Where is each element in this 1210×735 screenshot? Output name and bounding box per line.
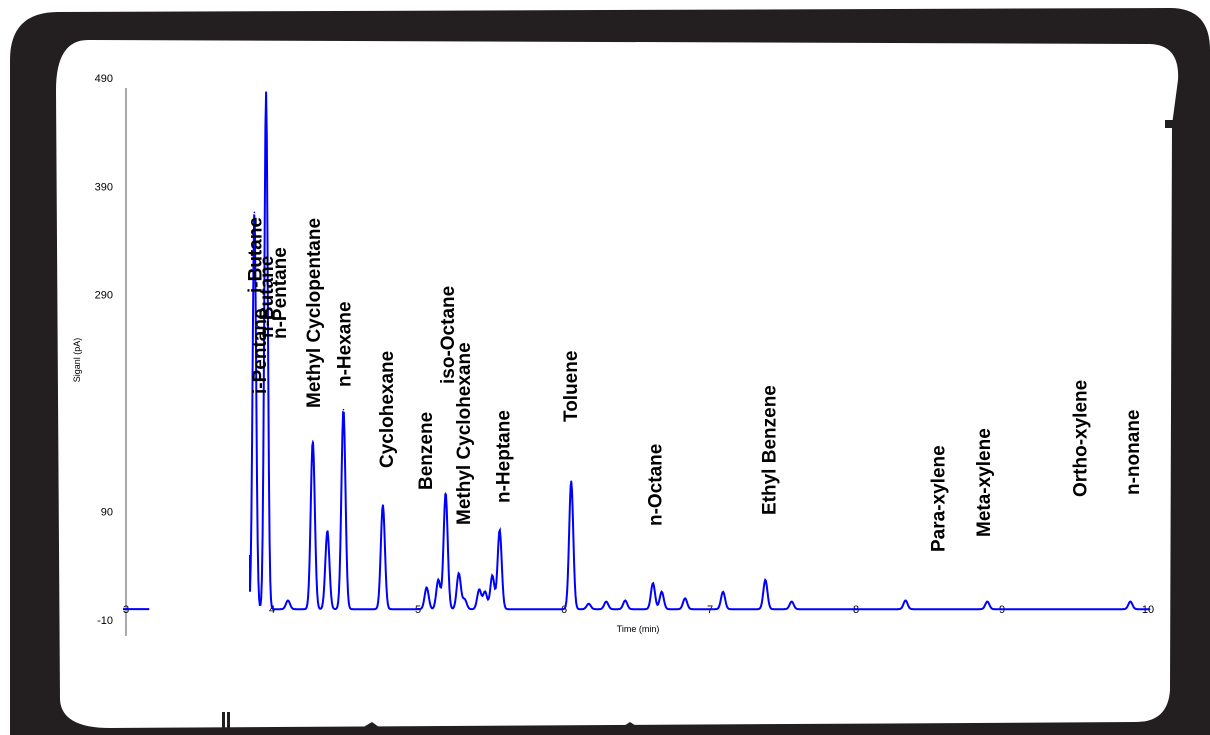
peak-label: Ethyl Benzene — [759, 385, 780, 515]
peak-point — [986, 600, 989, 603]
y-axis-title: Siganl (pA) — [72, 338, 82, 383]
peak-point — [326, 530, 329, 532]
peak-label: Meta-xylene — [974, 428, 995, 537]
peak-point — [904, 599, 907, 602]
series-trace — [123, 92, 1151, 611]
x-axis-title: Time (min) — [617, 624, 660, 634]
peak-point — [463, 598, 466, 601]
peak-label: iso-Octane — [438, 286, 459, 384]
peak-point — [1129, 600, 1132, 603]
peak-point — [491, 574, 494, 577]
x-tick-label: 6 — [561, 604, 567, 616]
x-tick-label: 4 — [269, 604, 275, 616]
peak-label: i-Pentane — [250, 308, 271, 394]
y-tick-group: 490 390 290 90 -10 — [95, 73, 113, 627]
peak-label: n-Heptane — [494, 410, 515, 503]
peak-point — [652, 582, 654, 584]
peak-point — [444, 492, 447, 494]
peak-point — [342, 408, 345, 411]
peak-point — [570, 480, 573, 483]
peak-label: Toluene — [561, 351, 582, 422]
peak-point — [382, 504, 384, 506]
peak-label: n-Butane — [257, 256, 278, 338]
peak-label: Cyclohexane — [377, 351, 398, 468]
peak-point — [764, 579, 767, 581]
peak-label: i-Butane — [245, 217, 266, 293]
peak-point — [478, 588, 481, 591]
panel-notch-right — [1165, 120, 1210, 128]
peak-point — [722, 591, 724, 593]
peak-label: Ortho-xylene — [1070, 380, 1091, 497]
peak-label: Benzene — [416, 412, 437, 490]
peak-point — [253, 211, 256, 214]
y-tick-label: 390 — [95, 181, 113, 193]
peak-point — [437, 579, 440, 581]
peak-label: n-Hexane — [335, 301, 356, 387]
peak-point — [287, 599, 289, 602]
peak-label: n-Octane — [645, 444, 666, 526]
peak-point — [660, 591, 663, 593]
peak-point — [587, 602, 590, 605]
y-tick-label: 490 — [95, 73, 113, 85]
peak-point — [684, 597, 686, 600]
white-panel — [56, 40, 1179, 728]
peak-point — [790, 600, 793, 603]
peak-label: Methyl Cyclohexane — [454, 342, 475, 525]
peak-point — [425, 586, 428, 589]
peak-marker-group — [253, 91, 1132, 605]
peak-label: Methyl Cyclopentane — [304, 218, 325, 408]
peak-label: Para-xylene — [929, 445, 950, 552]
y-tick-label: -10 — [97, 615, 113, 627]
cropped-text-fragment — [222, 712, 722, 735]
peak-point — [265, 91, 267, 93]
peak-label: n-nonane — [1123, 410, 1144, 496]
peak-point — [624, 599, 627, 602]
peak-point — [458, 572, 460, 575]
y-tick-label: 90 — [101, 507, 113, 519]
peak-point — [605, 600, 608, 603]
peak-point — [498, 529, 501, 531]
peak-point — [484, 591, 486, 593]
peak-label: n-Pentane — [270, 247, 291, 339]
y-tick-label: 290 — [95, 290, 113, 302]
peak-point — [312, 440, 314, 442]
